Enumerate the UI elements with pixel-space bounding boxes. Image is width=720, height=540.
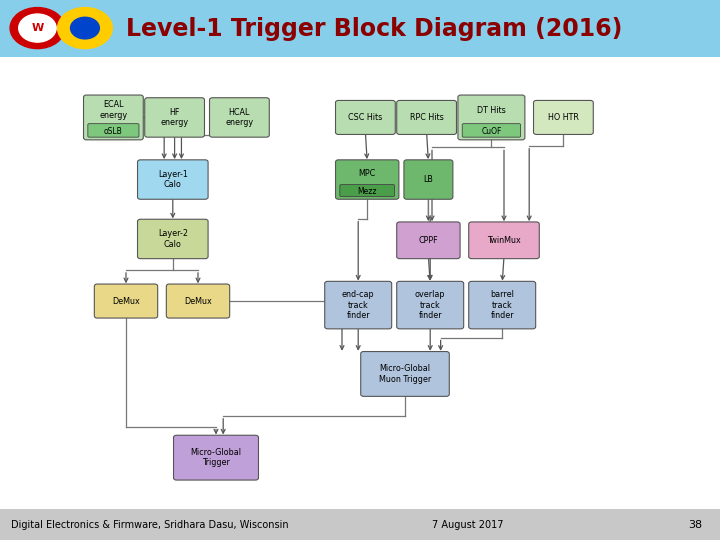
FancyBboxPatch shape <box>340 185 395 197</box>
FancyBboxPatch shape <box>361 352 449 396</box>
FancyBboxPatch shape <box>88 124 139 137</box>
Text: LB: LB <box>423 175 433 184</box>
Text: CPPF: CPPF <box>418 236 438 245</box>
Text: TwinMux: TwinMux <box>487 236 521 245</box>
Text: end-cap
track
finder: end-cap track finder <box>342 290 374 320</box>
Text: CSC Hits: CSC Hits <box>348 113 382 122</box>
FancyBboxPatch shape <box>138 219 208 259</box>
FancyBboxPatch shape <box>458 95 525 140</box>
FancyBboxPatch shape <box>469 281 536 329</box>
Text: Layer-2
Calo: Layer-2 Calo <box>158 230 188 248</box>
FancyBboxPatch shape <box>469 222 539 259</box>
FancyBboxPatch shape <box>145 98 204 137</box>
Circle shape <box>71 17 99 39</box>
FancyBboxPatch shape <box>94 284 158 318</box>
FancyBboxPatch shape <box>336 160 399 199</box>
Text: Layer-1
Calo: Layer-1 Calo <box>158 170 188 189</box>
Text: Micro-Global
Trigger: Micro-Global Trigger <box>191 448 241 467</box>
Text: MPC: MPC <box>359 168 376 178</box>
Text: oSLB: oSLB <box>104 127 123 136</box>
Text: HO HTR: HO HTR <box>548 113 579 122</box>
Text: DeMux: DeMux <box>184 296 212 306</box>
Circle shape <box>10 8 65 49</box>
FancyBboxPatch shape <box>397 222 460 259</box>
Text: Level-1 Trigger Block Diagram (2016): Level-1 Trigger Block Diagram (2016) <box>126 17 622 40</box>
FancyBboxPatch shape <box>325 281 392 329</box>
FancyBboxPatch shape <box>336 100 395 134</box>
FancyBboxPatch shape <box>138 160 208 199</box>
Circle shape <box>19 14 56 42</box>
Circle shape <box>58 8 112 49</box>
Text: 38: 38 <box>688 520 702 530</box>
FancyBboxPatch shape <box>84 95 143 140</box>
Text: Micro-Global
Muon Trigger: Micro-Global Muon Trigger <box>379 364 431 383</box>
Text: ECAL
energy: ECAL energy <box>99 100 127 120</box>
Text: HCAL
energy: HCAL energy <box>225 108 253 127</box>
FancyBboxPatch shape <box>174 435 258 480</box>
Text: CuOF: CuOF <box>481 127 502 136</box>
Text: DeMux: DeMux <box>112 296 140 306</box>
FancyBboxPatch shape <box>397 281 464 329</box>
Bar <box>0 0 720 57</box>
FancyBboxPatch shape <box>210 98 269 137</box>
Bar <box>0 509 720 540</box>
Text: HF
energy: HF energy <box>161 108 189 127</box>
Text: overlap
track
finder: overlap track finder <box>415 290 446 320</box>
Text: 7 August 2017: 7 August 2017 <box>432 520 503 530</box>
Text: Digital Electronics & Firmware, Sridhara Dasu, Wisconsin: Digital Electronics & Firmware, Sridhara… <box>11 520 289 530</box>
Text: barrel
track
finder: barrel track finder <box>490 290 514 320</box>
Text: W: W <box>31 23 44 33</box>
FancyBboxPatch shape <box>534 100 593 134</box>
FancyBboxPatch shape <box>166 284 230 318</box>
Text: DT Hits: DT Hits <box>477 106 505 114</box>
Text: Mezz: Mezz <box>357 187 377 196</box>
FancyBboxPatch shape <box>462 124 521 137</box>
Text: RPC Hits: RPC Hits <box>410 113 444 122</box>
FancyBboxPatch shape <box>404 160 453 199</box>
FancyBboxPatch shape <box>397 100 456 134</box>
